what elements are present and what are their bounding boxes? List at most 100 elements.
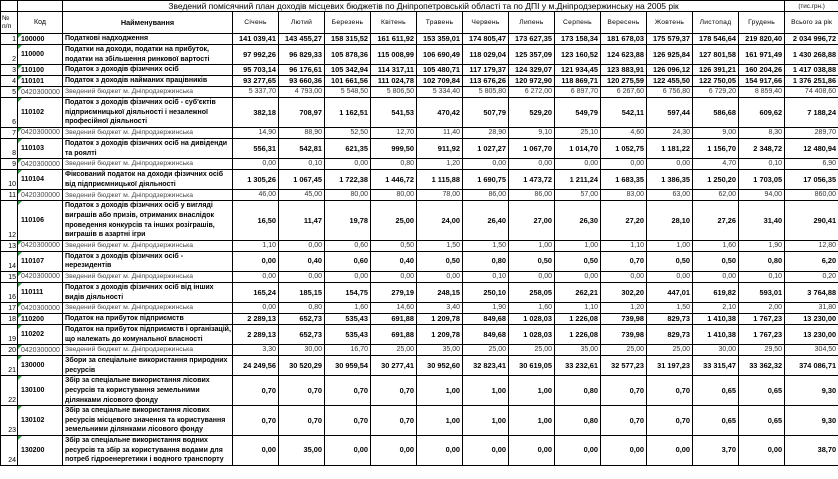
cell-month-value: 14,60 [370,302,417,315]
cell-month-value: 0,00 [232,158,279,171]
cell-month-value: 0,10 [462,270,509,283]
spreadsheet-table: Зведений помісячний план доходів місцеви… [0,0,838,466]
col-header-month-aug: Серпень [554,11,601,34]
cell-month-value: 124 623,88 [600,43,647,66]
cell-flag-triangle-icon [18,45,22,49]
cell-month-value: 258,05 [508,281,555,304]
cell-flag-triangle-icon [18,345,22,350]
cell-month-value: 0,50 [416,250,463,272]
table-row: 5 0420300000 Зведений бюджет м. Дніпродзер… [0,86,838,99]
cell-month-value: 124 329,07 [508,64,555,77]
cell-month-value: 529,20 [508,97,555,128]
cell-month-value: 126 096,12 [646,64,693,77]
cell-total-value: 1 376 251,86 [784,75,838,88]
cell-month-value: 6 272,00 [508,86,555,99]
cell-month-value: 106 690,49 [416,43,463,66]
cell-month-value: 127 801,58 [692,43,739,66]
title-row: Зведений помісячний план доходів місцеви… [0,0,838,12]
cell-month-value: 101 661,56 [324,75,371,88]
cell-month-value: 0,10 [278,158,325,171]
cell-month-value: 0,70 [370,375,417,407]
row-name: Зведений бюджет м. Дніпродзержинська [62,302,233,315]
col-header-name: Найменування [62,11,233,34]
table-row: 13 0420300000 Зведений бюджет м. Дніпродзе… [0,239,838,252]
cell-month-value: 1 211,24 [554,169,601,191]
cell-month-value: 120 275,59 [600,75,647,88]
cell-month-value: 160 204,26 [737,64,786,77]
cell-month-value: 549,79 [554,97,601,128]
cell-total-value: 31,80 [784,302,838,315]
cell-month-value: 279,19 [370,281,417,304]
cell-month-value: 0,50 [508,250,555,272]
row-number: 16 [0,281,18,304]
cell-month-value: 1 028,03 [508,324,555,346]
cell-month-value: 35,00 [416,344,463,357]
cell-month-value: 125 357,09 [508,43,555,66]
cell-month-value: 32 823,41 [462,355,509,377]
row-number: 1 [0,33,18,45]
cell-month-value: 28,90 [462,126,509,139]
cell-month-value: 1 690,75 [462,169,509,191]
cell-month-value: 1,00 [416,375,463,407]
cell-month-value: 0,00 [646,158,693,171]
row-name: Податок з доходів фізичних осіб на дивід… [62,137,233,160]
cell-month-value: 1 027,27 [462,137,509,160]
cell-month-value: 621,35 [324,137,371,160]
cell-month-value: 0,00 [600,435,647,466]
row-code: 110200 [17,313,63,326]
cell-month-value: 28,10 [646,200,693,241]
cell-month-value: 739,98 [600,324,647,346]
cell-month-value: 3,40 [416,302,463,315]
cell-month-value: 0,00 [508,435,555,466]
cell-month-value: 1 386,35 [646,169,693,191]
cell-month-value: 1 250,20 [692,169,739,191]
cell-month-value: 33 232,61 [554,355,601,377]
cell-total-value: 289,70 [784,126,838,139]
cell-month-value: 141 039,41 [232,33,279,45]
cell-month-value: 102 709,84 [416,75,463,88]
cell-month-value: 80,00 [324,189,371,202]
cell-total-value: 17 056,35 [784,169,838,191]
cell-month-value: 829,73 [646,313,693,326]
cell-month-value: 1 162,51 [324,97,371,128]
table-row: 1 100000 Податкові надходження 141 039,41 14… [0,33,838,45]
cell-month-value: 154,75 [324,281,371,304]
cell-month-value: 0,80 [462,250,509,272]
cell-month-value: 52,50 [324,126,371,139]
cell-month-value: 175 579,37 [646,33,693,45]
cell-month-value: 849,68 [462,313,509,326]
cell-month-value: 113 676,26 [462,75,509,88]
cell-month-value: 31 197,23 [646,355,693,377]
col-header-month-jun: Червень [462,11,509,34]
col-header-month-oct: Жовтень [646,11,693,34]
table-row: 21 130000 Збори за спеціальне використання… [0,355,838,377]
cell-month-value: 96 176,61 [278,64,325,77]
cell-month-value: 0,00 [370,270,417,283]
cell-month-value: 691,88 [370,324,417,346]
cell-total-value: 74 408,60 [784,86,838,99]
row-name: Податки на доходи, податки на прибуток, … [62,43,233,66]
table-row: 20 0420300000 Зведений бюджет м. Дніпродзе… [0,344,838,357]
cell-total-value: 6,90 [784,158,838,171]
col-header-month-apr: Квітень [370,11,417,34]
table-row: 17 0420300000 Зведений бюджет м. Дніпродзе… [0,302,838,315]
row-number: 13 [0,239,18,252]
cell-month-value: 95 703,14 [232,64,279,77]
cell-month-value: 0,00 [232,302,279,315]
cell-month-value: 1 473,72 [508,169,555,191]
cell-month-value: 0,60 [324,239,371,252]
cell-month-value: 154 917,66 [737,75,786,88]
cell-month-value: 652,73 [278,324,325,346]
cell-total-value: 2 034 996,72 [784,33,838,45]
cell-month-value: 0,70 [646,405,693,437]
row-code: 0420300000 [17,158,63,171]
cell-month-value: 1,00 [646,239,693,252]
row-code: 110104 [17,169,63,191]
cell-month-value: 1,60 [324,302,371,315]
row-number: 6 [0,97,18,128]
cell-total-value: 6,20 [784,250,838,272]
cell-month-value: 542,11 [600,97,647,128]
cell-month-value: 382,18 [232,97,279,128]
cell-month-value: 105 342,94 [324,64,371,77]
cell-month-value: 4,70 [692,158,739,171]
